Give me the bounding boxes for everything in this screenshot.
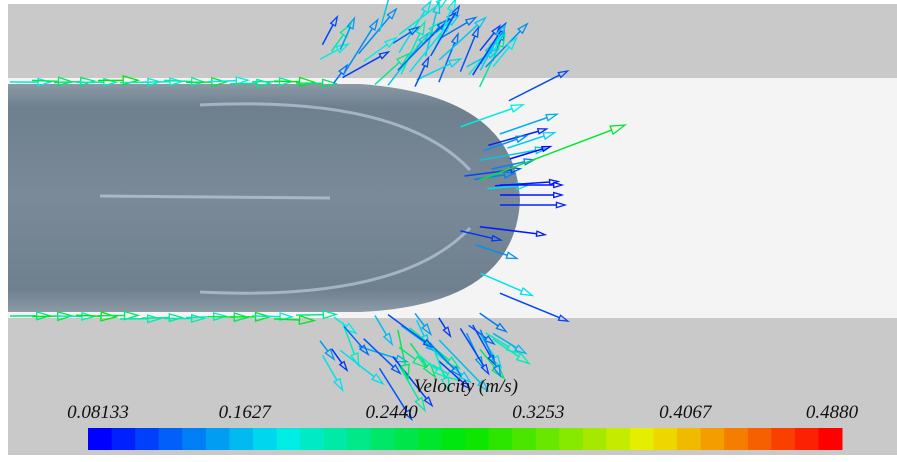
colorbar-segment [253,428,277,450]
arrow-shaft [32,316,58,317]
colorbar-segment [206,428,230,450]
colorbar-segment [88,428,112,450]
colorbar-segment [677,428,701,450]
colorbar-segment [536,428,560,450]
colorbar-label: 0.08133 [67,402,129,423]
colorbar-segment [818,428,842,450]
colorbar-segment [371,428,395,450]
colorbar-segment [300,428,324,450]
colorbar-label: 0.2440 [365,402,418,423]
colorbar-segment [559,428,583,450]
colorbar-segment [606,428,630,450]
colorbar-segment [418,428,442,450]
colorbar-label: 0.4880 [806,402,859,423]
colorbar [88,428,843,450]
colorbar-label: 0.4067 [659,402,713,423]
colorbar-segment [771,428,795,450]
colorbar-segment [324,428,348,450]
colorbar-segment [654,428,678,450]
colorbar-segment [347,428,371,450]
colorbar-segment [277,428,301,450]
colorbar-segment [112,428,136,450]
arrow-shaft [32,80,58,81]
arrow-shaft [274,81,300,82]
colorbar-label: 0.1627 [219,402,273,423]
colorbar-segment [583,428,607,450]
legend-title: Velocity (m/s) [414,376,518,397]
colorbar-segment [701,428,725,450]
colorbar-segment [795,428,819,450]
colorbar-segment [182,428,206,450]
colorbar-segment [159,428,183,450]
colorbar-segment [748,428,772,450]
colorbar-segment [441,428,465,450]
colorbar-segment [465,428,489,450]
colorbar-segment [489,428,513,450]
colorbar-segment [630,428,654,450]
colorbar-segment [724,428,748,450]
colorbar-segment [394,428,418,450]
colorbar-segment [512,428,536,450]
colorbar-segment [135,428,159,450]
colorbar-segment [229,428,253,450]
viewport: Velocity (m/s) 0.08133 0.1627 0.2440 0.3253… [0,0,897,462]
colorbar-label: 0.3253 [512,402,564,423]
arrow-shaft [252,316,280,317]
